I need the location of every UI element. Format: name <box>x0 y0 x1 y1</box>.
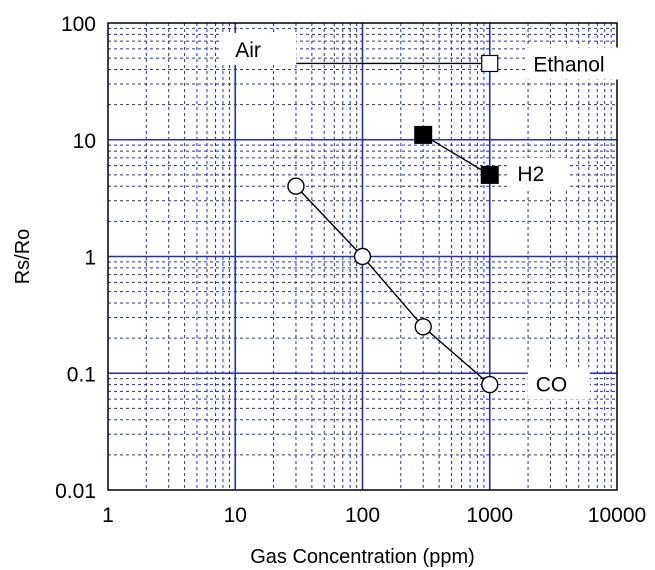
label-background <box>222 32 297 65</box>
label-background <box>509 157 570 188</box>
label-background <box>527 367 590 400</box>
y-tick-label: 100 <box>61 13 96 36</box>
x-tick-label: 1000 <box>466 504 513 527</box>
series-line-co <box>295 185 491 386</box>
x-tick-label: 10000 <box>588 504 646 527</box>
series-lines <box>295 62 491 386</box>
series-label-air: Air <box>235 39 261 62</box>
series-label-ethanol: Ethanol <box>533 53 604 76</box>
data-point-co <box>353 247 372 266</box>
x-tick-labels: 1 10 100 1000 10000 <box>102 504 646 527</box>
data-point-h2 <box>480 165 499 184</box>
y-tick-label: 1 <box>84 247 96 270</box>
x-tick-label: 100 <box>345 504 380 527</box>
series-label-co: CO <box>536 373 568 396</box>
y-tick-labels: 0.01 0.1 1 10 100 <box>55 13 96 503</box>
x-tick-label: 1 <box>102 504 114 527</box>
data-point-h2 <box>414 125 433 144</box>
data-point-co <box>414 318 432 336</box>
y-axis-label: Rs/Ro <box>12 229 34 285</box>
series-label-backgrounds <box>222 32 632 400</box>
data-point-co <box>481 375 499 394</box>
series-line-h2 <box>422 134 491 176</box>
plot-frame <box>107 22 618 491</box>
x-tick-label: 10 <box>224 504 247 527</box>
label-background <box>525 47 632 80</box>
data-point-co <box>287 177 305 195</box>
series-markers <box>287 54 499 394</box>
y-tick-label: 10 <box>73 130 96 153</box>
y-tick-label: 0.01 <box>55 480 96 503</box>
y-tick-label: 0.1 <box>67 363 96 386</box>
data-point-ethanol <box>481 54 499 73</box>
series-label-h2: H2 <box>517 163 544 186</box>
x-axis-label: Gas Concentration (ppm) <box>250 546 475 568</box>
